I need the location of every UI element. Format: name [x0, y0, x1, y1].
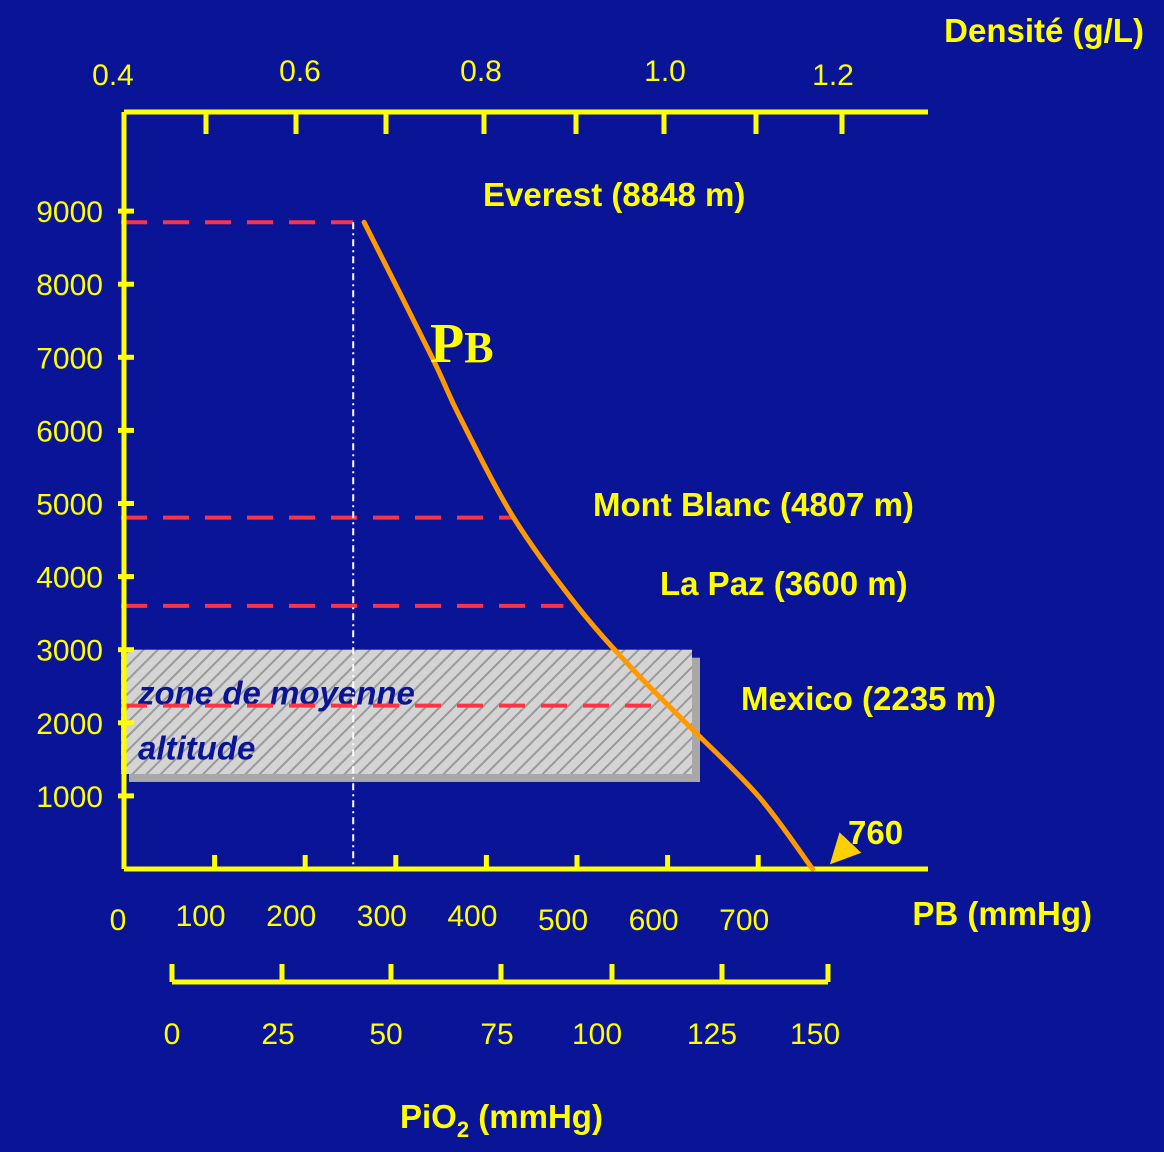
- pio2-title-main: PiO: [400, 1098, 457, 1135]
- pio2-tick-label: 50: [369, 1018, 402, 1051]
- density-tick-label: 0.6: [279, 55, 321, 88]
- reference-label: Everest (8848 m): [483, 176, 745, 213]
- pio2-title-unit: (mmHg): [469, 1098, 603, 1135]
- y-tick-label: 5000: [36, 489, 103, 522]
- y-axis-ticks: 1000 2000 3000 4000 5000 6000 7000 8000 9000: [36, 196, 134, 814]
- pio2-tick-label: 100: [572, 1018, 622, 1051]
- density-axis-title: Densité (g/L): [944, 12, 1144, 49]
- x-tick-label: 300: [357, 900, 407, 933]
- density-tick-label: 1.2: [812, 59, 854, 92]
- reference-lines: Everest (8848 m) Mont Blanc (4807 m) La Pa…: [121, 176, 996, 717]
- x-tick-label: 600: [629, 904, 679, 937]
- pio2-tick-label: 0: [164, 1018, 181, 1051]
- pio2-axis-title: PiO2 (mmHg): [400, 1098, 603, 1142]
- zone-label-line2: altitude: [138, 730, 255, 767]
- pio2-tick-label: 75: [480, 1018, 513, 1051]
- reference-label: Mont Blanc (4807 m): [593, 486, 914, 523]
- pio2-axis-ticks: 0 25 50 75 100 125 150: [164, 964, 840, 1051]
- x-tick-label: 100: [176, 900, 226, 933]
- density-axis-ticks: 0.4 0.6 0.8 1.0 1.2: [92, 55, 854, 134]
- pb-label-main: P: [430, 313, 464, 375]
- y-tick-label: 1000: [36, 781, 103, 814]
- y-tick-label: 3000: [36, 635, 103, 668]
- y-tick-label: 8000: [36, 269, 103, 302]
- y-tick-label: 7000: [36, 342, 103, 375]
- pio2-tick-label: 150: [790, 1018, 840, 1051]
- y-tick-label: 9000: [36, 196, 103, 229]
- density-tick-label: 0.4: [92, 59, 134, 92]
- reference-label: La Paz (3600 m): [660, 565, 908, 602]
- density-tick-label: 1.0: [644, 55, 686, 88]
- endpoint-label: 760: [848, 814, 903, 851]
- x-axis-ticks: 0 100 200 300 400 500 600 700: [110, 855, 769, 937]
- pio2-tick-label: 25: [261, 1018, 294, 1051]
- pb-label-subscript: B: [464, 323, 493, 372]
- density-tick-label: 0.8: [460, 55, 502, 88]
- x-tick-label: 400: [447, 900, 497, 933]
- pb-curve-label: PB: [430, 313, 494, 375]
- reference-label: Mexico (2235 m): [741, 680, 996, 717]
- x-tick-label: 700: [719, 904, 769, 937]
- y-tick-label: 4000: [36, 562, 103, 595]
- endpoint-arrow: [829, 832, 862, 865]
- x-tick-label: 200: [266, 900, 316, 933]
- x-axis-title: PB (mmHg): [912, 895, 1092, 932]
- zone-moyenne-altitude: [121, 649, 692, 774]
- pio2-tick-label: 125: [687, 1018, 737, 1051]
- zone-group: zone de moyenne altitude: [121, 649, 700, 782]
- axes: [121, 109, 928, 985]
- y-tick-label: 2000: [36, 708, 103, 741]
- y-tick-label: 6000: [36, 415, 103, 448]
- x-tick-label: 0: [110, 904, 127, 937]
- pb-series-line: [361, 219, 816, 872]
- pio2-title-subscript: 2: [457, 1117, 469, 1142]
- x-tick-label: 500: [538, 904, 588, 937]
